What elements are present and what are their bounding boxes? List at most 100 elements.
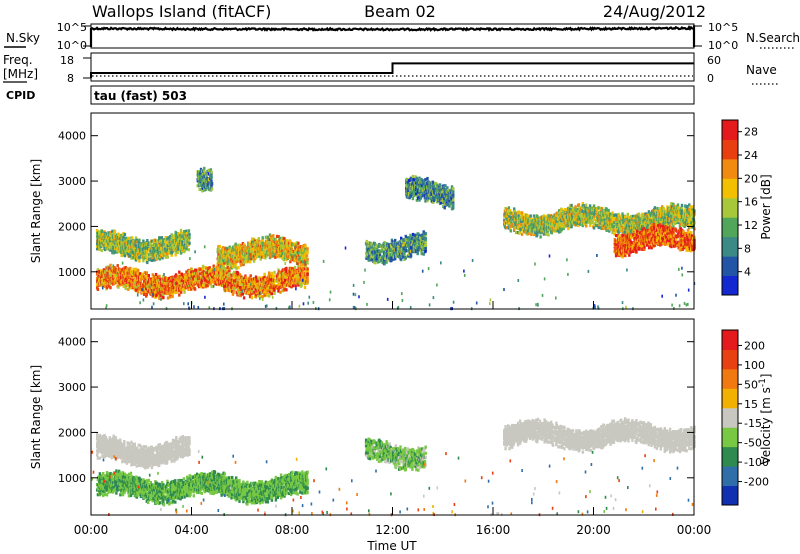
power-data-pixels bbox=[96, 166, 696, 311]
power-echo-cell-409 bbox=[144, 277, 147, 281]
power-echo-cell-396 bbox=[143, 292, 146, 296]
power-echo-cell-816 bbox=[190, 286, 193, 291]
power-echo-cell-4613 bbox=[539, 235, 542, 239]
power-echo-cell-1621 bbox=[291, 284, 295, 288]
power-echo-cell-1479 bbox=[273, 288, 276, 292]
noise-right-label: N.Search bbox=[746, 31, 800, 45]
cpid-label: CPID bbox=[6, 89, 35, 102]
power-echo-cell-664 bbox=[171, 292, 174, 296]
power-echo-cell-4162 bbox=[432, 198, 436, 203]
power-echo-cell-759 bbox=[182, 283, 186, 287]
power-echo-cell-636 bbox=[168, 276, 171, 281]
power-echo-cell-83 bbox=[105, 266, 108, 270]
power-echo-cell-288 bbox=[130, 286, 133, 290]
power-echo-cell-4104 bbox=[426, 176, 429, 181]
power-echo-cell-285 bbox=[129, 277, 133, 281]
power-echo-cell-377 bbox=[139, 279, 143, 283]
power-echo-cell-3904 bbox=[424, 241, 427, 245]
power-echo-cell-706 bbox=[175, 279, 178, 283]
power-echo-cell-836 bbox=[191, 270, 194, 274]
power-echo-cell-675 bbox=[172, 283, 175, 287]
power-echo-cell-2722 bbox=[237, 266, 240, 270]
frequency-line bbox=[90, 62, 694, 78]
power-echo-cell-1796 bbox=[100, 248, 103, 253]
power-echo-cell-162 bbox=[115, 273, 119, 277]
power-echo-cell-3906 bbox=[424, 237, 427, 241]
power-echo-cell-282 bbox=[129, 266, 132, 270]
power-echo-cell-766 bbox=[183, 273, 186, 277]
power-echo-cell-643 bbox=[169, 291, 172, 296]
power-echo-cell-3743 bbox=[405, 249, 408, 253]
power-echo-cell-1644 bbox=[294, 284, 297, 288]
power-echo-cell-461 bbox=[150, 280, 153, 284]
power-echo-cell-415 bbox=[145, 274, 148, 278]
power-echo-cell-539 bbox=[158, 293, 161, 298]
power-echo-cell-970 bbox=[210, 285, 213, 289]
power-echo-cell-238 bbox=[124, 286, 127, 291]
power-echo-cell-1561 bbox=[285, 288, 288, 292]
power-echo-cell-3360 bbox=[203, 166, 206, 170]
power-echo-cell-138 bbox=[112, 275, 115, 279]
power-echo-cell-3114 bbox=[283, 237, 286, 241]
power-echo-cell-1908 bbox=[113, 230, 117, 234]
power-echo-cell-480 bbox=[152, 275, 155, 280]
power-echo-cell-724 bbox=[178, 293, 181, 297]
power-echo-cell-1643 bbox=[293, 265, 297, 269]
power-echo-cell-763 bbox=[183, 290, 186, 294]
power-echo-cell-2134 bbox=[138, 238, 141, 242]
power-echo-cell-173 bbox=[117, 285, 120, 289]
power-echo-cell-737 bbox=[180, 290, 183, 294]
power-echo-cell-3975 bbox=[411, 174, 415, 179]
power-echo-cell-283 bbox=[129, 284, 133, 288]
noise-left-label: N.Sky bbox=[6, 31, 40, 45]
power-echo-cell-363 bbox=[138, 287, 141, 291]
power-echo-cell-828 bbox=[190, 268, 193, 272]
power-echo-cell-259 bbox=[125, 267, 129, 271]
freq-unit-label: [MHz] bbox=[3, 67, 38, 81]
power-echo-cell-43 bbox=[100, 269, 103, 273]
power-echo-cell-303 bbox=[131, 278, 135, 282]
power-echo-cell-516 bbox=[155, 277, 158, 281]
power-echo-cell-3732 bbox=[403, 252, 406, 256]
date-title: 24/Aug/2012 bbox=[603, 2, 706, 21]
power-echo-cell-214 bbox=[121, 270, 125, 274]
power-echo-cell-143 bbox=[113, 272, 116, 276]
power-echo-cell-2543 bbox=[188, 232, 191, 236]
power-echo-cell-37 bbox=[99, 273, 102, 277]
power-echo-cell-904 bbox=[201, 283, 205, 288]
power-echo-cell-102 bbox=[107, 284, 111, 288]
power-echo-cell-2570 bbox=[218, 244, 221, 249]
power-echo-cell-578 bbox=[161, 279, 164, 283]
power-echo-cell-421 bbox=[145, 271, 148, 275]
noise-left-tick-bottom: 10^0 bbox=[57, 39, 87, 52]
power-echo-cell-181 bbox=[118, 283, 121, 287]
power-echo-cell-2540 bbox=[187, 229, 191, 233]
power-echo-cell-60 bbox=[102, 273, 105, 277]
power-echo-cell-1482 bbox=[273, 270, 276, 274]
power-echo-cell-731 bbox=[178, 284, 182, 288]
power-echo-cell-3428 bbox=[210, 187, 214, 191]
power-echo-cell-412 bbox=[145, 286, 148, 290]
power-echo-cell-2938 bbox=[261, 236, 264, 240]
power-echo-cell-99 bbox=[107, 272, 110, 276]
power-echo-cell-909 bbox=[201, 264, 205, 268]
power-echo-cell-547 bbox=[158, 274, 161, 278]
power-echo-cell-95 bbox=[107, 282, 110, 286]
power-echo-cell-244 bbox=[124, 266, 127, 270]
noise-right-tick-bottom: 10^0 bbox=[708, 39, 738, 52]
power-echo-cell-3437 bbox=[365, 239, 368, 244]
power-echo-cell-872 bbox=[195, 271, 199, 275]
noise-left-tick-top: 10^5 bbox=[57, 21, 87, 34]
power-echo-cell-2696 bbox=[234, 263, 237, 267]
power-echo-cell-684 bbox=[173, 283, 176, 287]
power-echo-cell-61 bbox=[102, 271, 105, 275]
power-echo-cell-730 bbox=[178, 270, 181, 274]
power-echo-cell-670 bbox=[171, 275, 174, 279]
frequency-panel-frame bbox=[90, 52, 695, 82]
power-echo-cell-1720 bbox=[303, 285, 307, 290]
power-echo-cell-394 bbox=[142, 286, 145, 290]
power-echo-cell-4317 bbox=[452, 206, 455, 210]
power-echo-cell-1285 bbox=[249, 274, 252, 278]
cpid-text: tau (fast) 503 bbox=[94, 89, 187, 103]
power-echo-cell-293 bbox=[131, 281, 134, 285]
